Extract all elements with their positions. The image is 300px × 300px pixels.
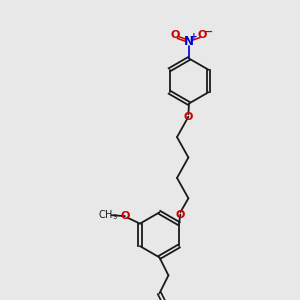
Text: N: N xyxy=(184,35,194,49)
Text: O: O xyxy=(184,112,193,122)
Text: +: + xyxy=(190,32,198,41)
Text: O: O xyxy=(176,210,185,220)
Text: −: − xyxy=(204,27,213,37)
Text: CH$_3$: CH$_3$ xyxy=(98,208,118,221)
Text: O: O xyxy=(171,30,180,40)
Text: O: O xyxy=(120,211,130,221)
Text: O: O xyxy=(198,30,207,40)
